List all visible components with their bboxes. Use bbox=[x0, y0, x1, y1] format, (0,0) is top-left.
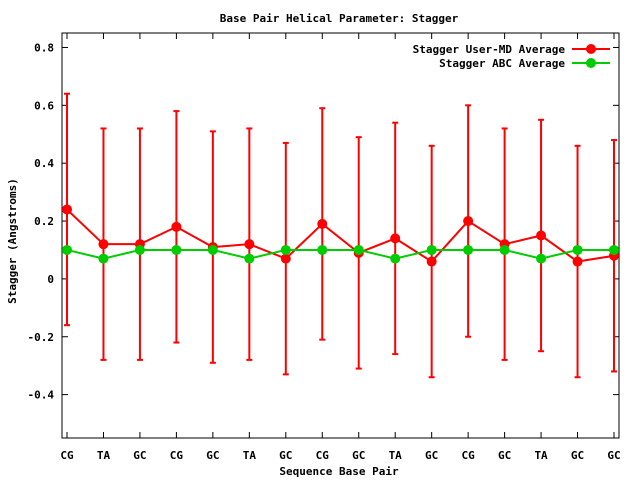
y-tick-label: -0.2 bbox=[28, 331, 55, 344]
x-tick-label: CG bbox=[60, 449, 74, 462]
legend-label: Stagger ABC Average bbox=[439, 57, 565, 70]
data-point bbox=[353, 244, 364, 255]
x-tick-label: CG bbox=[316, 449, 330, 462]
data-point bbox=[536, 230, 547, 241]
data-point bbox=[171, 221, 182, 232]
data-point bbox=[609, 244, 619, 255]
data-point bbox=[536, 253, 547, 264]
y-axis-label: Stagger (Angstroms) bbox=[6, 178, 19, 304]
data-point bbox=[62, 204, 72, 215]
data-point bbox=[317, 244, 328, 255]
legend-swatch-marker bbox=[586, 44, 596, 54]
x-tick-label: GC bbox=[571, 449, 584, 462]
y-tick-label: 0.2 bbox=[34, 215, 54, 228]
x-tick-label: GC bbox=[279, 449, 292, 462]
data-point bbox=[98, 253, 109, 264]
y-tick-label: 0.8 bbox=[34, 41, 54, 54]
series-lines bbox=[66, 208, 615, 263]
data-point bbox=[280, 244, 291, 255]
data-point bbox=[390, 233, 401, 244]
error-bars bbox=[64, 92, 617, 379]
x-tick-label: TA bbox=[534, 449, 548, 462]
y-axis: 0.8 0.6 0.4 0.2 0 -0.2 -0.4 bbox=[28, 41, 619, 402]
x-tick-label: TA bbox=[97, 449, 111, 462]
data-point bbox=[280, 253, 291, 264]
legend-label: Stagger User-MD Average bbox=[413, 43, 566, 56]
data-point bbox=[426, 244, 437, 255]
x-tick-label: TA bbox=[243, 449, 257, 462]
legend-swatch-marker bbox=[586, 58, 596, 68]
data-point bbox=[134, 244, 145, 255]
x-tick-label: TA bbox=[389, 449, 403, 462]
series-line-1 bbox=[66, 248, 614, 260]
x-tick-label: GC bbox=[133, 449, 146, 462]
x-tick-label: GC bbox=[352, 449, 365, 462]
plot-frame bbox=[61, 32, 620, 439]
y-tick-label: -0.4 bbox=[28, 389, 55, 402]
y-tick-label: 0.6 bbox=[34, 99, 54, 112]
data-point bbox=[572, 244, 583, 255]
x-tick-label: GC bbox=[607, 449, 620, 462]
data-point bbox=[98, 239, 109, 250]
data-point bbox=[463, 216, 474, 227]
x-tick-label: CG bbox=[462, 449, 476, 462]
y-tick-label: 0 bbox=[47, 273, 54, 286]
data-point bbox=[62, 244, 72, 255]
data-point bbox=[463, 244, 474, 255]
chart-title: Base Pair Helical Parameter: Stagger bbox=[220, 12, 459, 25]
data-point bbox=[244, 239, 255, 250]
data-point bbox=[171, 244, 182, 255]
data-point bbox=[499, 244, 510, 255]
data-point bbox=[317, 218, 328, 229]
x-tick-label: GC bbox=[425, 449, 438, 462]
series-line-0 bbox=[66, 208, 615, 263]
x-axis: CG TA GC CG GC TA GC CG GC TA GC CG GC TA GC GC bbox=[60, 33, 621, 462]
x-axis-label: Sequence Base Pair bbox=[279, 465, 399, 478]
x-tick-label: GC bbox=[206, 449, 219, 462]
x-tick-label: CG bbox=[170, 449, 184, 462]
data-point bbox=[390, 253, 401, 264]
series-points bbox=[62, 204, 619, 267]
data-point bbox=[244, 253, 255, 264]
data-point bbox=[426, 256, 437, 267]
data-point bbox=[207, 244, 218, 255]
x-tick-label: GC bbox=[498, 449, 511, 462]
data-point bbox=[572, 256, 583, 267]
y-tick-label: 0.4 bbox=[34, 157, 54, 170]
